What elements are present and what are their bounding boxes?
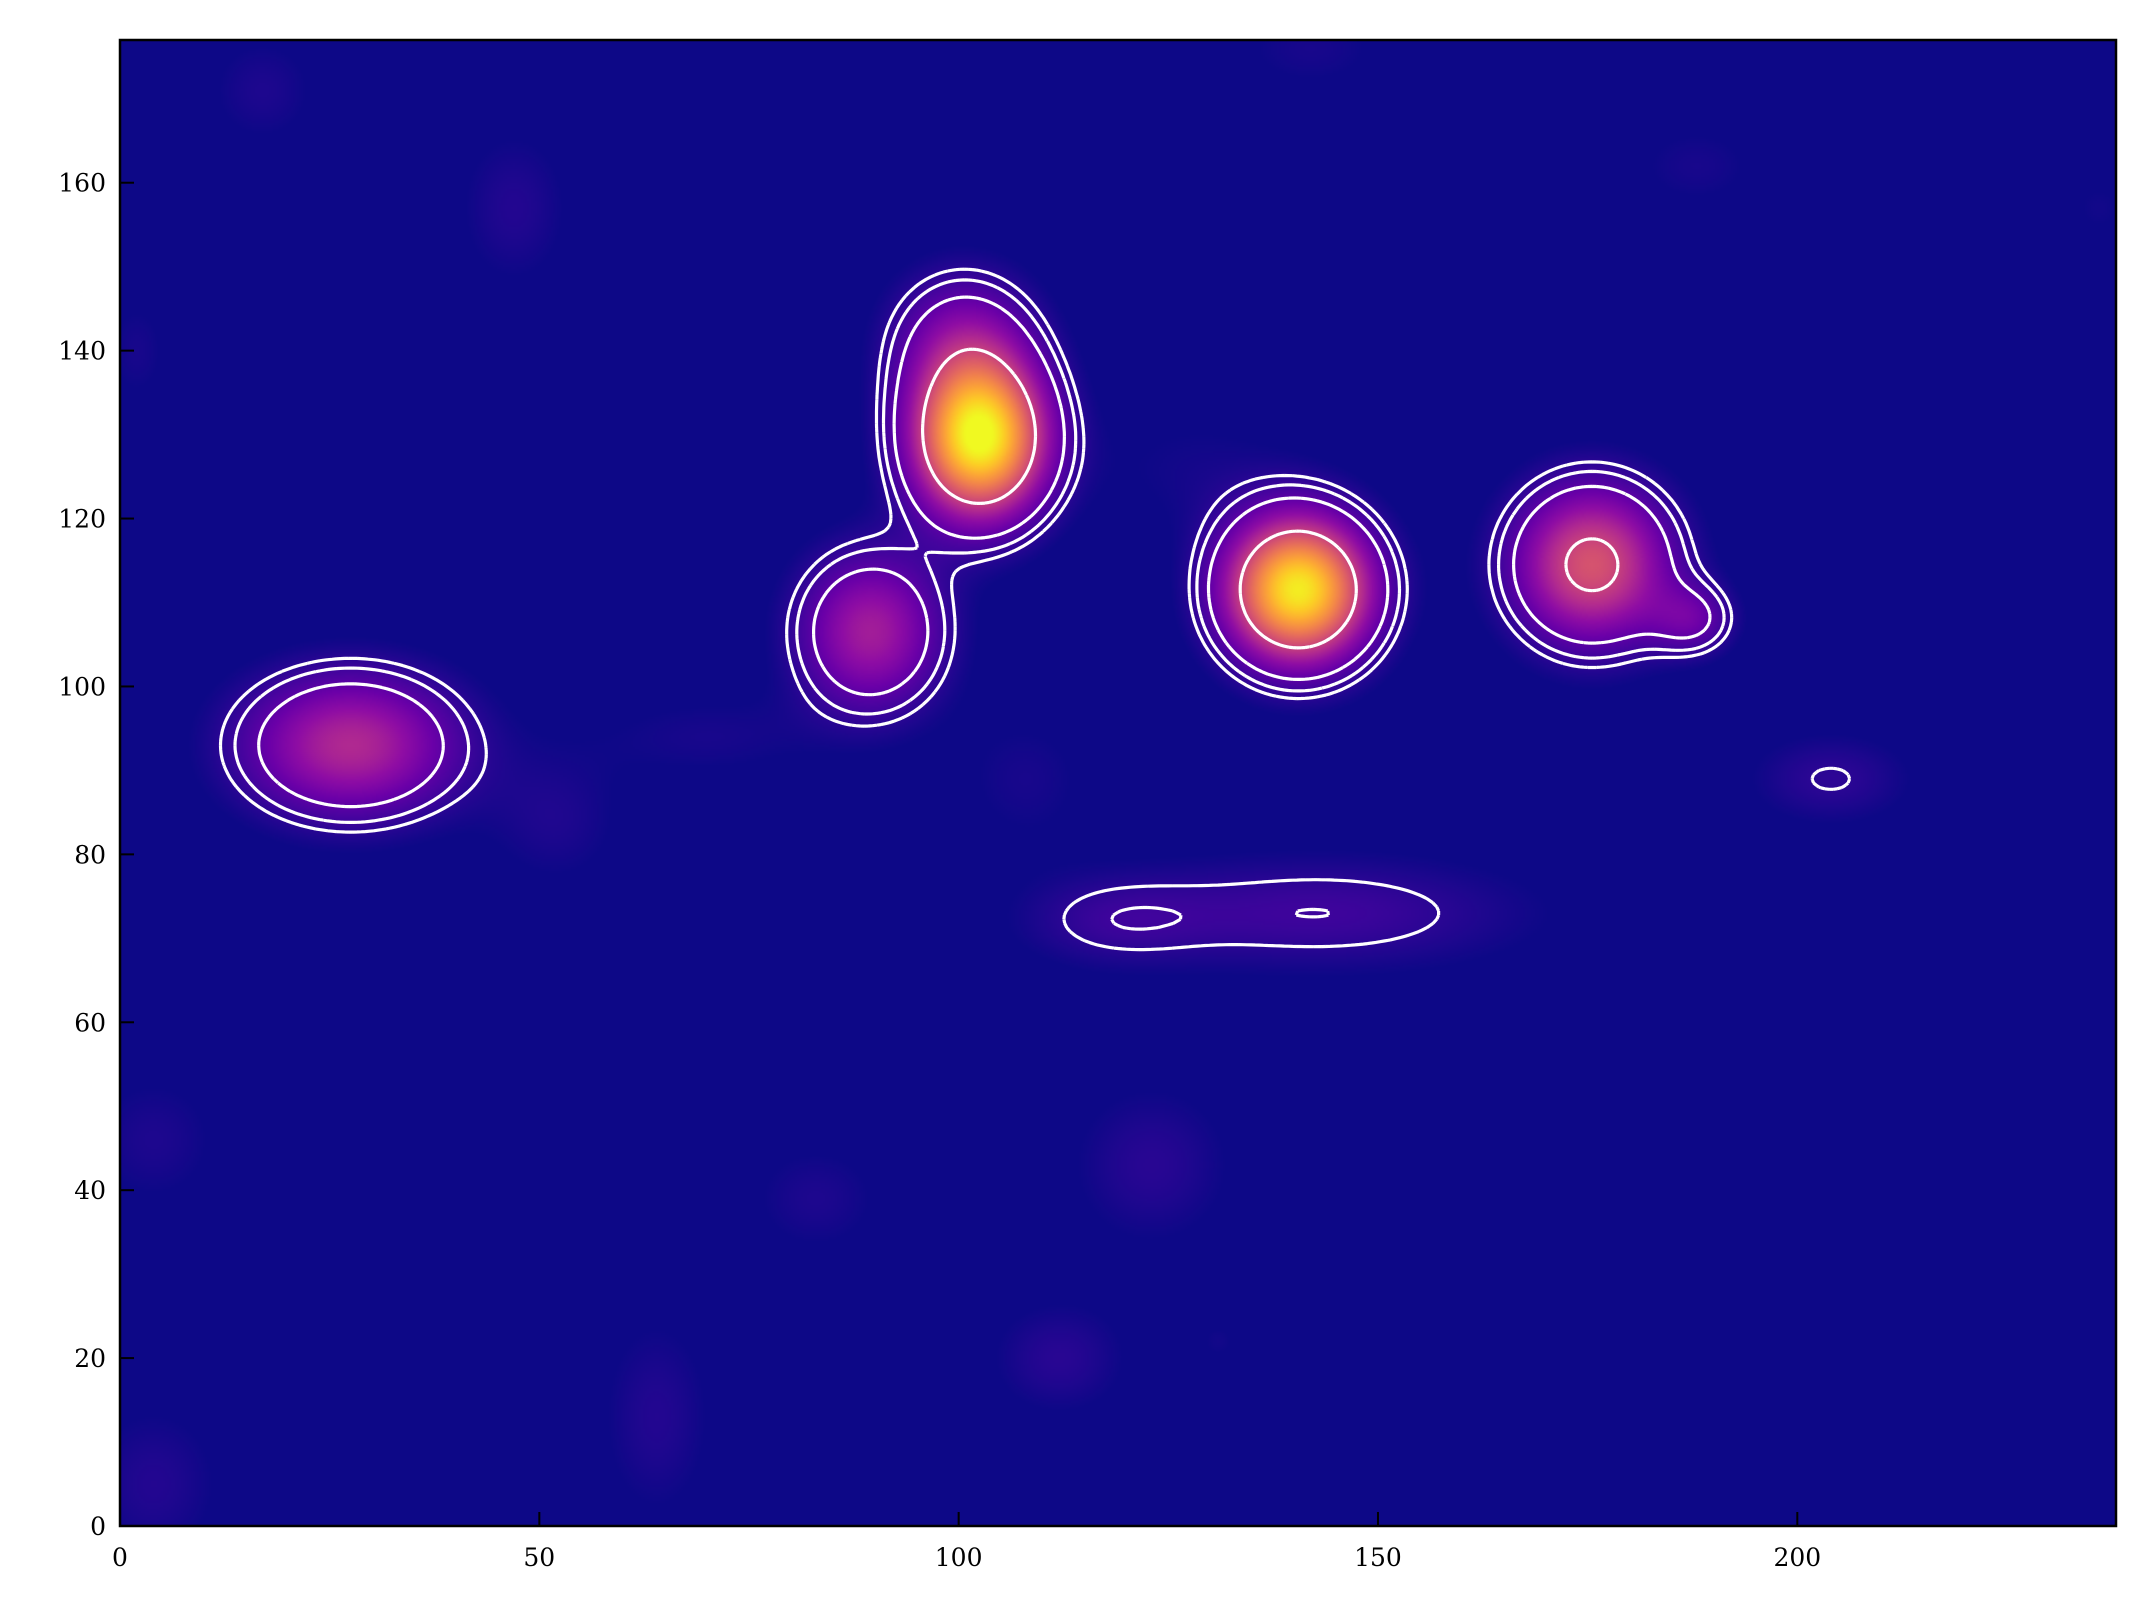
- y-tick-label: 100: [58, 672, 106, 701]
- x-tick-label: 50: [523, 1543, 555, 1572]
- y-tick-label: 60: [74, 1008, 106, 1037]
- y-tick-label: 140: [58, 337, 106, 366]
- contour-level-2: [233, 278, 1726, 931]
- y-tick-label: 80: [74, 840, 106, 869]
- x-tick-label: 0: [112, 1543, 128, 1572]
- y-tick-label: 120: [58, 505, 106, 534]
- y-tick-label: 0: [90, 1512, 106, 1541]
- x-tick-label: 100: [935, 1543, 983, 1572]
- plot-area: [120, 40, 2116, 1526]
- x-tick-label: 150: [1354, 1543, 1402, 1572]
- y-tick-label: 40: [74, 1176, 106, 1205]
- contour-level-1: [218, 267, 1852, 952]
- axes-frame: [118, 38, 2118, 1528]
- y-axis: 0 20 40 60 80 100 120 140 160: [58, 169, 134, 1541]
- x-axis: 0 50 100 150 200: [112, 1512, 1821, 1572]
- y-tick-label: 160: [58, 169, 106, 198]
- y-tick-label: 20: [74, 1344, 106, 1373]
- contour-lines: [218, 267, 1852, 952]
- x-tick-label: 200: [1773, 1543, 1821, 1572]
- heatmap-image: [120, 40, 2116, 1526]
- contour-level-3: [257, 295, 1712, 809]
- contour-level-4: [921, 347, 1620, 650]
